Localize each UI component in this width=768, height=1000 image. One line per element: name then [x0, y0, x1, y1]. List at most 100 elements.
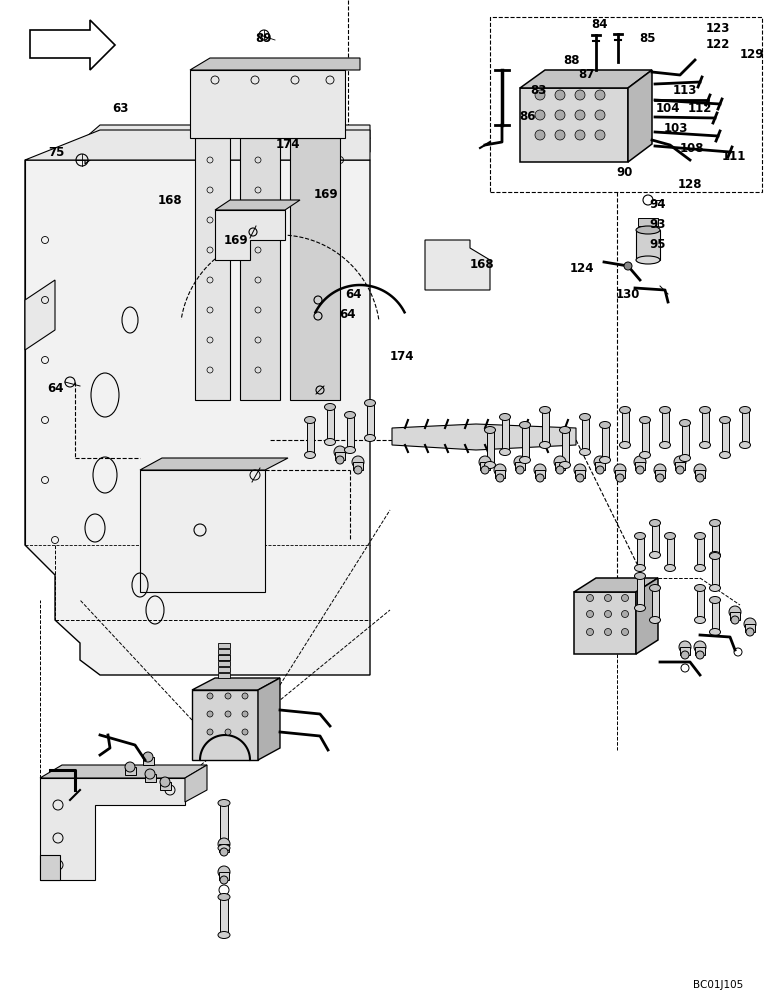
Polygon shape	[628, 70, 652, 162]
Bar	[655, 470, 665, 478]
Ellipse shape	[539, 442, 551, 448]
Ellipse shape	[218, 844, 230, 852]
Bar	[695, 647, 705, 655]
Bar	[637, 536, 644, 568]
Ellipse shape	[740, 442, 750, 448]
Circle shape	[143, 752, 153, 762]
Circle shape	[636, 466, 644, 474]
Circle shape	[242, 711, 248, 717]
Bar	[652, 523, 659, 555]
Bar	[145, 774, 156, 782]
Circle shape	[596, 466, 604, 474]
Ellipse shape	[634, 564, 645, 572]
Text: 174: 174	[276, 137, 300, 150]
Text: 86: 86	[520, 109, 536, 122]
Circle shape	[679, 641, 691, 653]
Bar	[220, 803, 228, 848]
Bar	[218, 661, 230, 666]
Ellipse shape	[519, 422, 531, 428]
Ellipse shape	[694, 532, 706, 540]
Ellipse shape	[694, 564, 706, 572]
Polygon shape	[40, 855, 60, 880]
Polygon shape	[520, 70, 652, 88]
Ellipse shape	[660, 406, 670, 414]
Circle shape	[595, 90, 605, 100]
Ellipse shape	[580, 414, 591, 420]
Text: 168: 168	[470, 257, 495, 270]
Text: 93: 93	[650, 218, 666, 231]
Ellipse shape	[325, 438, 336, 446]
Circle shape	[481, 466, 489, 474]
Text: 64: 64	[346, 288, 362, 300]
Ellipse shape	[710, 584, 720, 591]
Ellipse shape	[620, 442, 631, 448]
Bar	[602, 425, 609, 460]
Polygon shape	[40, 765, 207, 778]
Circle shape	[555, 110, 565, 120]
Circle shape	[514, 456, 526, 468]
Bar	[712, 600, 719, 632]
Circle shape	[225, 693, 231, 699]
Bar	[622, 410, 629, 445]
Bar	[219, 872, 229, 880]
Bar	[745, 624, 755, 632]
Bar	[487, 430, 494, 465]
Bar	[682, 423, 689, 458]
Text: 64: 64	[339, 308, 356, 320]
Ellipse shape	[634, 604, 645, 611]
Circle shape	[621, 629, 628, 636]
Text: 84: 84	[592, 18, 608, 31]
Bar	[218, 643, 230, 648]
Polygon shape	[240, 138, 280, 400]
Ellipse shape	[600, 422, 611, 428]
Text: 108: 108	[680, 141, 704, 154]
Text: 169: 169	[313, 188, 339, 200]
Circle shape	[621, 610, 628, 617]
Ellipse shape	[664, 564, 676, 572]
Polygon shape	[290, 138, 340, 400]
Ellipse shape	[694, 616, 706, 624]
Circle shape	[595, 110, 605, 120]
Bar	[637, 576, 644, 608]
Bar	[490, 17, 762, 192]
Bar	[562, 430, 569, 465]
Polygon shape	[195, 138, 230, 400]
Text: 75: 75	[48, 145, 65, 158]
Bar	[638, 238, 658, 246]
Circle shape	[574, 464, 586, 476]
Polygon shape	[25, 280, 55, 350]
Text: 112: 112	[688, 102, 712, 114]
Bar	[143, 757, 154, 765]
Bar	[218, 655, 230, 660]
Circle shape	[746, 628, 754, 636]
Text: 174: 174	[389, 350, 414, 362]
Polygon shape	[25, 130, 370, 160]
Polygon shape	[40, 778, 185, 880]
Text: 129: 129	[740, 48, 764, 62]
Circle shape	[494, 464, 506, 476]
Circle shape	[225, 729, 231, 735]
Circle shape	[634, 456, 646, 468]
Ellipse shape	[365, 399, 376, 406]
Circle shape	[587, 629, 594, 636]
Circle shape	[125, 762, 135, 772]
Circle shape	[207, 711, 213, 717]
Circle shape	[535, 110, 545, 120]
Text: 103: 103	[664, 121, 688, 134]
Circle shape	[225, 711, 231, 717]
Circle shape	[535, 130, 545, 140]
Circle shape	[516, 466, 524, 474]
Ellipse shape	[304, 416, 316, 424]
Circle shape	[479, 456, 491, 468]
Text: 83: 83	[530, 84, 546, 97]
Circle shape	[160, 777, 170, 787]
Circle shape	[694, 464, 706, 476]
Bar	[638, 218, 658, 226]
Polygon shape	[425, 240, 490, 290]
Ellipse shape	[634, 572, 645, 580]
Ellipse shape	[345, 446, 356, 454]
Ellipse shape	[710, 552, 720, 558]
Circle shape	[534, 464, 546, 476]
Ellipse shape	[636, 226, 660, 234]
Ellipse shape	[740, 406, 750, 414]
